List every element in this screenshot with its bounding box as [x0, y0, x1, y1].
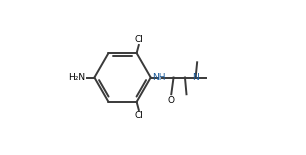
Text: Cl: Cl — [134, 111, 143, 120]
Text: NH: NH — [152, 73, 166, 82]
Text: H₂N: H₂N — [69, 73, 86, 82]
Text: N: N — [192, 73, 199, 82]
Text: O: O — [167, 96, 174, 105]
Text: Cl: Cl — [134, 35, 143, 44]
